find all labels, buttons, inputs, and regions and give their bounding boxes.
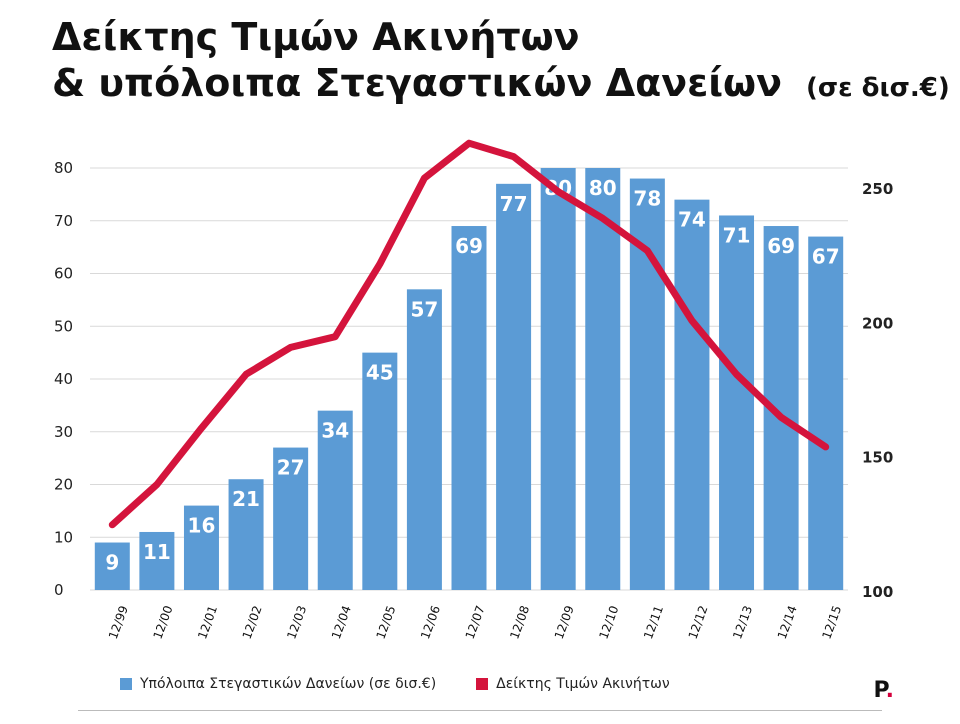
bar-data-label: 16	[188, 514, 216, 538]
x-tick-label: 12/08	[507, 604, 532, 641]
bar	[406, 289, 442, 590]
bar-data-label: 71	[723, 223, 751, 247]
right-tick-label: 100	[862, 583, 893, 601]
legend-item-line: Δείκτης Τιμών Ακινήτων	[476, 676, 670, 692]
x-tick-label: 12/01	[195, 604, 220, 641]
left-tick-label: 60	[54, 265, 73, 283]
bar-data-label: 9	[105, 551, 119, 575]
x-tick-label: 12/14	[775, 604, 800, 641]
bar	[808, 236, 844, 590]
bar-data-label: 45	[366, 361, 394, 385]
bar-data-label: 69	[767, 234, 795, 258]
x-tick-label: 12/03	[284, 604, 309, 641]
right-tick-label: 150	[862, 449, 893, 467]
x-tick-label: 12/04	[329, 604, 354, 641]
bar	[451, 226, 487, 590]
bar	[362, 352, 398, 590]
left-tick-label: 70	[54, 212, 73, 230]
x-tick-label: 12/07	[463, 604, 488, 641]
bar	[273, 447, 309, 590]
right-tick-label: 200	[862, 314, 893, 332]
legend-swatch-line	[476, 678, 489, 690]
title-line-2-text: & υπόλοιπα Στεγαστικών Δανείων	[52, 61, 782, 105]
bar	[94, 542, 130, 590]
bar	[540, 168, 576, 590]
x-tick-label: 12/15	[819, 604, 844, 641]
bottom-divider	[78, 710, 882, 711]
bar	[317, 410, 353, 590]
left-tick-label: 20	[54, 476, 73, 494]
x-tick-label: 12/12	[686, 604, 711, 641]
bar-data-label: 21	[232, 487, 260, 511]
bar-data-label: 67	[812, 245, 840, 269]
right-tick-label: 250	[862, 180, 893, 198]
bar-data-label: 11	[143, 540, 171, 564]
bar-data-label: 34	[321, 419, 349, 443]
legend-swatch-bars	[120, 678, 132, 690]
x-tick-label: 12/13	[730, 604, 755, 641]
brand-logo: P.	[874, 678, 894, 703]
line-series	[108, 139, 830, 529]
left-tick-label: 10	[54, 528, 73, 546]
bar	[585, 168, 621, 590]
bar	[183, 505, 219, 590]
title-line-1: Δείκτης Τιμών Ακινήτων	[52, 15, 580, 59]
legend: Υπόλοιπα Στεγαστικών Δανείων (σε δισ.€) …	[120, 676, 710, 692]
bar	[228, 479, 264, 590]
left-tick-label: 80	[54, 159, 73, 177]
bar-data-label: 27	[277, 456, 305, 480]
bar-data-label: 74	[678, 208, 706, 232]
bar-data-label: 80	[589, 176, 617, 200]
title-line-2: & υπόλοιπα Στεγαστικών Δανείων (σε δισ.€)	[52, 60, 950, 111]
left-axis: 0 10 20 30 40 50 60 70 80	[54, 159, 73, 599]
x-tick-label: 12/05	[373, 604, 398, 641]
price-index-line	[108, 139, 830, 529]
bar-data-label: 78	[633, 187, 661, 211]
legend-label-line: Δείκτης Τιμών Ακινήτων	[496, 676, 670, 692]
x-tick-label: 12/10	[596, 604, 621, 641]
left-tick-label: 0	[54, 581, 64, 599]
bar	[496, 183, 532, 590]
x-axis: 12/99 12/00 12/01 12/02 12/03 12/04 12/05 12/06…	[106, 604, 844, 641]
x-tick-label: 12/00	[151, 604, 176, 641]
x-tick-label: 12/99	[106, 604, 131, 641]
bar	[139, 531, 175, 590]
brand-letter: P	[873, 678, 886, 703]
legend-label-bars: Υπόλοιπα Στεγαστικών Δανείων (σε δισ.€)	[140, 676, 437, 692]
right-axis: 100 150 200 250	[862, 180, 893, 601]
left-tick-label: 30	[54, 423, 73, 441]
x-tick-label: 12/09	[552, 604, 577, 641]
x-tick-label: 12/02	[240, 604, 265, 641]
bar-data-label: 77	[500, 192, 528, 216]
bar	[674, 199, 710, 590]
x-tick-label: 12/11	[641, 604, 666, 641]
title-unit: (σε δισ.€)	[805, 73, 950, 103]
bar-data-label: 57	[410, 297, 438, 321]
bar-data-label: 69	[455, 234, 483, 258]
legend-item-bars: Υπόλοιπα Στεγαστικών Δανείων (σε δισ.€)	[120, 676, 436, 692]
x-tick-label: 12/06	[418, 604, 443, 641]
left-tick-label: 50	[54, 317, 73, 335]
chart-title: Δείκτης Τιμών Ακινήτων & υπόλοιπα Στεγασ…	[52, 14, 950, 111]
left-tick-label: 40	[54, 370, 73, 388]
brand-dot: .	[885, 678, 894, 703]
bar	[719, 215, 755, 590]
